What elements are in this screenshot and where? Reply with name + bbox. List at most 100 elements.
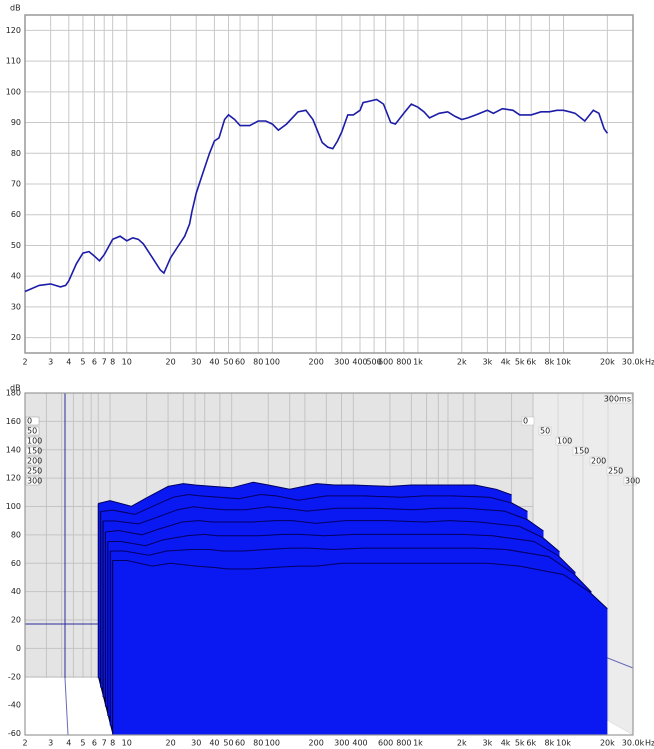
x-tick-label: 300 xyxy=(334,358,349,367)
time-label: 300ms xyxy=(604,395,631,404)
x-tick-label: 8k xyxy=(545,358,555,367)
x-tick-label: 200 xyxy=(309,358,324,367)
x-tick-label: 6 xyxy=(92,739,97,748)
x-tick-label: 3k xyxy=(483,739,493,748)
legend-box xyxy=(25,436,40,446)
time-tick-box xyxy=(538,426,552,436)
x-tick-label: 40 xyxy=(209,358,219,367)
time-tick-label: 50 xyxy=(540,427,550,436)
legend-box xyxy=(25,466,40,476)
legend-label: 50 xyxy=(27,427,37,436)
time-tick-label: 100 xyxy=(557,437,572,446)
x-tick-label: 600 xyxy=(378,358,393,367)
x-tick-label: 5 xyxy=(80,358,85,367)
x-tick-label: 400 xyxy=(352,739,367,748)
x-tick-label: 30.0k xyxy=(622,358,645,367)
x-tick-label: 20k xyxy=(600,739,615,748)
legend-label: 200 xyxy=(27,457,42,466)
y-tick-label: 120 xyxy=(6,474,21,483)
y-tick-label: 50 xyxy=(11,241,21,250)
x-tick-label: 6k xyxy=(526,739,536,748)
x-tick-label: 800 xyxy=(396,739,411,748)
legend-box xyxy=(25,416,40,426)
x-tick-label: 2k xyxy=(457,739,467,748)
y-tick-label: 20 xyxy=(11,616,21,625)
x-tick-label: 2k xyxy=(457,358,467,367)
x-tick-label: 20k xyxy=(600,358,615,367)
x-tick-label: 400 xyxy=(352,358,367,367)
time-tick-label: 200 xyxy=(591,457,606,466)
y-tick-label: 60 xyxy=(11,210,21,219)
y-tick-label: 0 xyxy=(16,644,21,653)
time-tick-box xyxy=(606,466,620,476)
x-axis-unit: Hz xyxy=(645,358,654,367)
x-tick-label: 60 xyxy=(235,739,245,748)
x-tick-label: 80 xyxy=(253,739,263,748)
y-tick-label: 100 xyxy=(6,87,21,96)
y-tick-label: 40 xyxy=(11,587,21,596)
x-tick-label: 60 xyxy=(235,358,245,367)
y-tick-label: 60 xyxy=(11,559,21,568)
time-tick-label: 150 xyxy=(574,447,589,456)
y-tick-label: 160 xyxy=(6,417,21,426)
x-tick-label: 8 xyxy=(110,358,115,367)
slice-edge xyxy=(112,560,608,610)
x-tick-label: 20 xyxy=(165,358,175,367)
y-tick-label: 80 xyxy=(11,149,21,158)
y-tick-label: 30 xyxy=(11,302,21,311)
slice-edge xyxy=(105,520,560,553)
y-tick-label: 100 xyxy=(6,502,21,511)
x-tick-label: 100 xyxy=(265,739,280,748)
x-tick-label: 40 xyxy=(209,739,219,748)
x-tick-label: 100 xyxy=(265,358,280,367)
slices xyxy=(97,481,608,735)
time-tick-box xyxy=(589,456,603,466)
y-tick-label: 140 xyxy=(6,445,21,454)
x-tick-label: 3 xyxy=(48,739,53,748)
x-tick-label: 200 xyxy=(309,739,324,748)
response-line xyxy=(24,98,609,293)
y-tick-label: 90 xyxy=(11,118,21,127)
legend-label: 150 xyxy=(27,447,42,456)
y-tick-label: 80 xyxy=(11,530,21,539)
x-tick-label: 10 xyxy=(122,739,132,748)
y-tick-label: -20 xyxy=(8,672,21,681)
time-tick-box xyxy=(521,416,535,426)
x-tick-label: 80 xyxy=(253,358,263,367)
x-tick-label: 30 xyxy=(191,739,201,748)
legend-label: 250 xyxy=(27,467,42,476)
x-tick-label: 600 xyxy=(378,739,393,748)
x-tick-label: 20 xyxy=(165,739,175,748)
x-tick-label: 10k xyxy=(556,358,571,367)
y-axis-unit: dB xyxy=(10,384,21,393)
y-tick-label: 40 xyxy=(11,272,21,281)
y-tick-label: -60 xyxy=(8,729,21,738)
x-axis-unit: Hz xyxy=(645,739,654,748)
y-tick-label: 70 xyxy=(11,180,21,189)
x-tick-label: 30 xyxy=(191,358,201,367)
x-tick-label: 1k xyxy=(413,739,423,748)
x-tick-label: 2 xyxy=(22,358,27,367)
y-tick-label: 20 xyxy=(11,333,21,342)
time-tick-label: 0 xyxy=(523,417,528,426)
x-tick-label: 5k xyxy=(515,358,525,367)
time-tick-label: 250 xyxy=(608,467,623,476)
x-tick-label: 800 xyxy=(396,358,411,367)
x-tick-label: 7 xyxy=(102,358,107,367)
x-tick-label: 5k xyxy=(515,739,525,748)
slice-edge xyxy=(98,481,512,507)
legend-box xyxy=(25,426,40,436)
time-label-box xyxy=(610,393,633,404)
plot-border xyxy=(24,14,634,354)
y-tick-label: -40 xyxy=(8,701,21,710)
x-tick-label: 10k xyxy=(556,739,571,748)
x-tick-label: 10 xyxy=(122,358,132,367)
y-tick-label: 110 xyxy=(6,57,21,66)
time-tick-box xyxy=(555,436,569,446)
x-tick-label: 7 xyxy=(102,739,107,748)
slice-edge xyxy=(100,493,528,515)
x-tick-label: 8 xyxy=(110,739,115,748)
slice-edge xyxy=(107,533,576,574)
